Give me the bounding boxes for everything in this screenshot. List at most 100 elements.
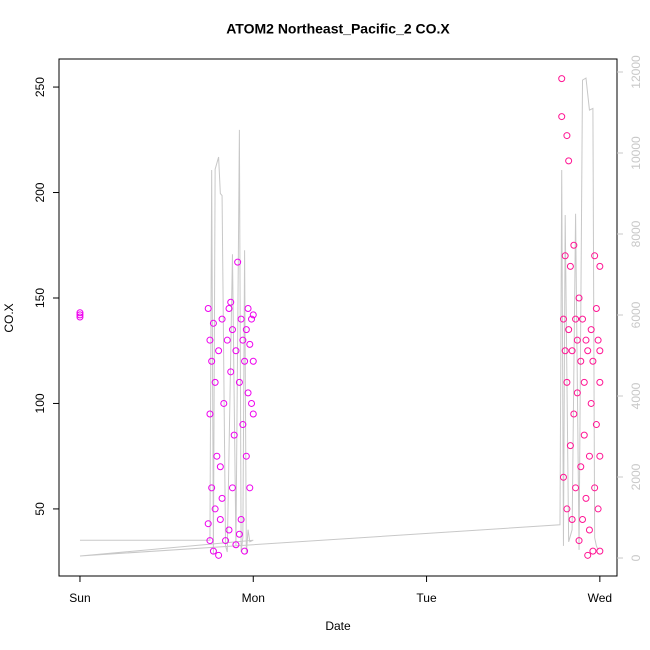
data-point	[585, 452, 593, 460]
y-tick-label: 50	[33, 502, 47, 516]
data-point	[596, 378, 604, 386]
data-point	[239, 421, 247, 429]
data-point	[563, 505, 571, 513]
y-axis-label: CO.X	[2, 303, 16, 332]
data-point	[227, 368, 235, 376]
data-point	[218, 315, 226, 323]
data-point	[558, 113, 566, 121]
data-point	[220, 399, 228, 407]
y2-tick-label: 2000	[629, 463, 643, 490]
y2-tick-label: 10000	[629, 136, 643, 170]
data-point	[204, 520, 212, 528]
data-point	[591, 252, 599, 260]
chart-title: ATOM2 Northeast_Pacific_2 CO.X	[226, 21, 450, 37]
data-point	[589, 547, 597, 555]
data-point	[241, 547, 249, 555]
data-point	[580, 431, 588, 439]
x-tick-label: Mon	[242, 591, 265, 605]
data-point	[577, 357, 585, 365]
data-point	[594, 336, 602, 344]
data-point	[208, 357, 216, 365]
data-point	[561, 347, 569, 355]
data-point	[213, 452, 221, 460]
data-point	[559, 473, 567, 481]
data-point	[572, 484, 580, 492]
data-point	[568, 347, 576, 355]
data-point	[237, 515, 245, 523]
y2-tick-label: 8000	[629, 220, 643, 247]
plot-frame	[58, 58, 618, 577]
x-tick-label: Tue	[416, 591, 437, 605]
data-point	[572, 315, 580, 323]
data-point	[582, 494, 590, 502]
data-point	[592, 305, 600, 313]
data-point	[244, 389, 252, 397]
data-point	[592, 421, 600, 429]
data-point	[246, 484, 254, 492]
y-tick-label: 200	[33, 182, 47, 202]
data-point	[206, 336, 214, 344]
data-point	[584, 347, 592, 355]
x-tick-label: Wed	[588, 591, 612, 605]
data-point	[596, 347, 604, 355]
data-point	[559, 315, 567, 323]
data-point	[211, 378, 219, 386]
data-point	[239, 336, 247, 344]
data-point	[573, 336, 581, 344]
data-point	[248, 315, 256, 323]
data-point	[579, 315, 587, 323]
data-point	[248, 399, 256, 407]
data-point	[242, 452, 250, 460]
data-point	[568, 515, 576, 523]
data-point	[558, 75, 566, 83]
data-point	[565, 326, 573, 334]
y2-tick-label: 0	[629, 554, 643, 561]
data-point	[249, 311, 257, 319]
data-point	[206, 410, 214, 418]
data-line	[79, 77, 599, 557]
data-point	[232, 541, 240, 549]
y-tick-label: 100	[33, 393, 47, 413]
data-point	[209, 547, 217, 555]
data-point	[570, 410, 578, 418]
data-point	[591, 484, 599, 492]
data-point	[204, 305, 212, 313]
data-point	[587, 399, 595, 407]
data-point	[206, 537, 214, 545]
data-point	[228, 484, 236, 492]
data-point	[230, 431, 238, 439]
data-point	[228, 326, 236, 334]
data-point	[579, 515, 587, 523]
y2-tick-label: 4000	[629, 382, 643, 409]
data-point	[209, 319, 217, 327]
data-point	[223, 336, 231, 344]
data-point	[76, 311, 84, 319]
data-point	[232, 347, 240, 355]
data-point	[225, 526, 233, 534]
data-point	[582, 336, 590, 344]
data-point	[234, 258, 242, 266]
data-point	[249, 410, 257, 418]
data-point	[575, 294, 583, 302]
data-point	[570, 241, 578, 249]
data-point	[561, 252, 569, 260]
x-tick-label: Sun	[69, 591, 90, 605]
data-point	[577, 463, 585, 471]
data-point	[215, 347, 223, 355]
data-point	[244, 305, 252, 313]
data-point	[227, 298, 235, 306]
y-tick-label: 150	[33, 288, 47, 308]
data-point	[215, 551, 223, 559]
data-point	[573, 389, 581, 397]
data-point	[218, 494, 226, 502]
data-point	[585, 526, 593, 534]
data-point	[76, 309, 84, 317]
data-point	[596, 452, 604, 460]
y2-tick-label: 6000	[629, 301, 643, 328]
data-point	[249, 357, 257, 365]
data-point	[584, 551, 592, 559]
data-point	[596, 547, 604, 555]
data-point	[587, 326, 595, 334]
data-point	[575, 537, 583, 545]
